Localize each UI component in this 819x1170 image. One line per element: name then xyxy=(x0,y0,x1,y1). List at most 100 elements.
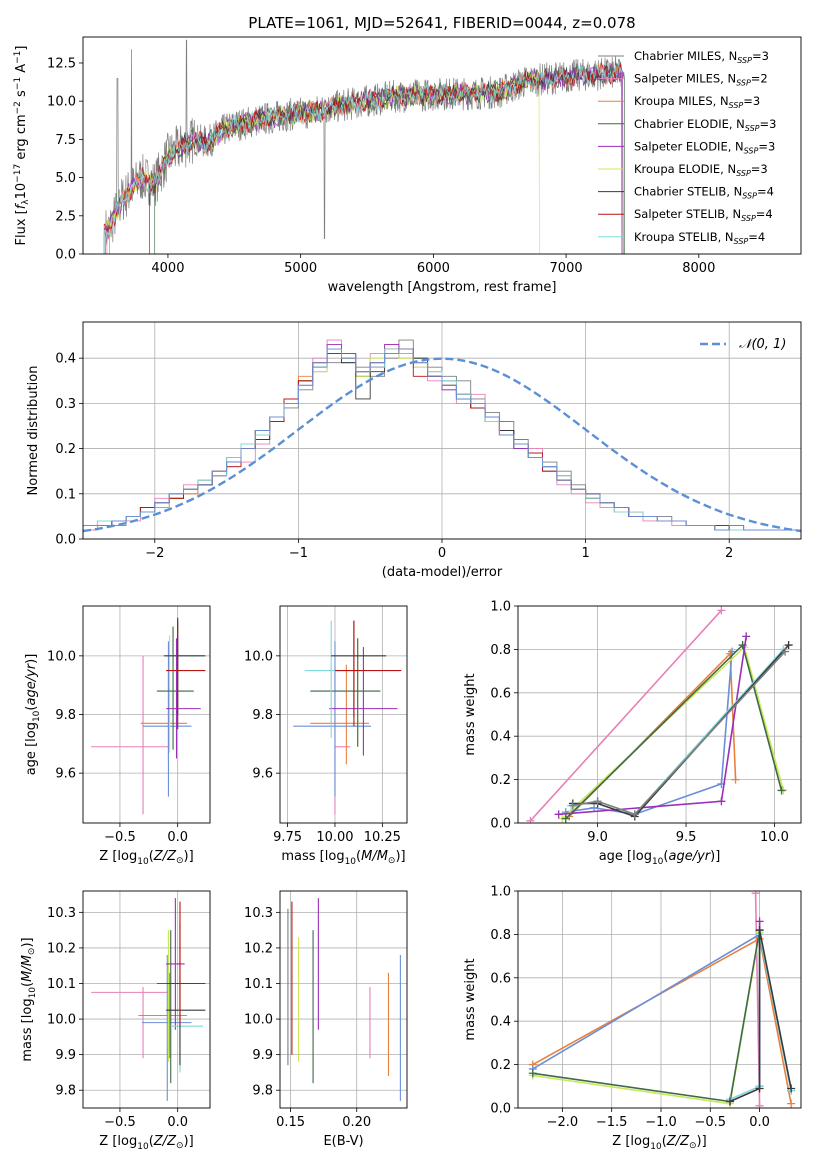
x-tick-label: 9.75 xyxy=(273,830,302,845)
errorbar-point xyxy=(334,620,402,727)
label-part: log xyxy=(20,998,35,1018)
histogram-panel: −2 −1 0 1 2 0.0 0.1 0.2 0.3 0.4 𝒩(0, 1) (data-model… xyxy=(26,321,802,580)
legend: 𝒩(0, 1) xyxy=(700,337,786,352)
label-part: age/yr xyxy=(24,662,39,705)
label-part: ⊙ xyxy=(176,856,184,866)
label-part: =3 xyxy=(758,139,775,153)
weight-marker xyxy=(755,1084,764,1093)
label-part: 10 xyxy=(137,857,149,867)
label-part: mass [ xyxy=(281,849,324,864)
model-spectrum-line xyxy=(103,62,624,254)
y-tick-label: 0.4 xyxy=(55,352,76,367)
label-part: ( xyxy=(20,982,35,987)
y-axis-label: mass weight xyxy=(463,958,478,1040)
x-axis-label: mass [log10(M/M⊙)] xyxy=(281,849,405,867)
errorbar-point xyxy=(159,930,190,1062)
x-tick-label: 0 xyxy=(438,546,446,561)
y-tick-label: 10.2 xyxy=(244,941,273,956)
axes-frame xyxy=(82,890,211,1109)
legend-label: Salpeter STELIB, NSSP=4 xyxy=(634,207,773,223)
x-tick-label: 9.5 xyxy=(676,830,697,845)
weight-marker xyxy=(568,801,577,810)
label-part: Z/Z xyxy=(153,1134,177,1149)
errorbars xyxy=(91,898,206,1101)
x-tick-label: 5000 xyxy=(284,261,317,276)
weight-marker xyxy=(590,803,599,812)
label-part: Kroupa STELIB, N xyxy=(634,230,734,244)
label-part: Flux [ xyxy=(14,209,29,245)
x-tick-label: 2 xyxy=(725,546,733,561)
label-part: E(B-V) xyxy=(323,1134,363,1149)
y-axis-label: mass [log10(M/M⊙)] xyxy=(20,937,38,1061)
errorbars xyxy=(293,620,402,815)
mass-age-panel: 9.75 10.00 10.25 9.6 9.8 10.0 mass [log10(M/M⊙… xyxy=(244,605,408,867)
label-part: −1 xyxy=(13,77,23,90)
axes-frame xyxy=(82,321,802,540)
spectrum-panel: PLATE=1061, MJD=52641, FIBERID=0044, z=0… xyxy=(13,14,802,295)
weight-line xyxy=(558,636,747,816)
label-part: =4 xyxy=(748,230,765,244)
x-tick-label: 9.0 xyxy=(587,830,608,845)
label-part: Chabrier STELIB, N xyxy=(634,185,742,199)
label-part: −17 xyxy=(13,164,23,183)
label-part: mass weight xyxy=(463,673,478,755)
label-part: ⊙ xyxy=(176,1141,184,1151)
legend-label: Salpeter MILES, NSSP=2 xyxy=(634,72,768,88)
y-tick-label: 7.5 xyxy=(55,133,76,148)
x-tick-label: −1.5 xyxy=(596,1115,628,1130)
label-part: Chabrier MILES, N xyxy=(634,49,737,63)
weight-marker xyxy=(755,1101,764,1108)
y-tick-label: 0.6 xyxy=(490,686,511,701)
y-axis-label: age [log10(age/yr)] xyxy=(24,654,42,776)
weight-marker xyxy=(787,1099,796,1108)
weight-marker xyxy=(726,1097,735,1106)
errorbar-point xyxy=(334,667,351,815)
label-part: s xyxy=(14,90,29,101)
errorbar-point xyxy=(138,972,187,1059)
weight-marker xyxy=(526,816,535,823)
label-part: Z [ xyxy=(99,1134,117,1149)
weight-marker xyxy=(777,786,786,795)
errorbar-point xyxy=(141,955,192,1101)
label-part: ] xyxy=(14,46,29,51)
x-axis-label: (data-model)/error xyxy=(382,565,503,580)
y-tick-label: 10.0 xyxy=(47,1013,76,1028)
label-part: 10 xyxy=(32,710,42,722)
x-tick-label: 8000 xyxy=(682,261,715,276)
weight-marker xyxy=(751,891,760,898)
label-part: SSP xyxy=(741,214,756,223)
x-tick-label: 0.0 xyxy=(167,830,188,845)
label-part: age [ xyxy=(24,742,39,775)
ebv-mass-panel: 0.15 0.20 9.8 9.9 10.0 10.1 10.2 10.3 E(B-V) xyxy=(244,890,408,1149)
weight-marker xyxy=(717,797,726,806)
y-tick-label: 0.8 xyxy=(490,643,511,658)
y-tick-label: 9.8 xyxy=(252,708,273,723)
legend-label: Chabrier ELODIE, NSSP=3 xyxy=(634,117,776,133)
y-tick-label: 10.1 xyxy=(244,977,273,992)
axes-frame xyxy=(279,890,408,1109)
y-tick-label: 0.6 xyxy=(490,971,511,986)
label-part: )] xyxy=(395,849,405,864)
x-tick-label: 0.0 xyxy=(749,1115,770,1130)
label-part: log xyxy=(325,849,345,864)
axes-frame xyxy=(517,890,802,1109)
errorbar-point xyxy=(310,638,381,747)
y-tick-label: 0.3 xyxy=(55,397,76,412)
x-axis-label: Z [log10(Z/Z⊙)] xyxy=(99,1134,193,1152)
label-part: ⊙ xyxy=(689,1141,697,1151)
errorbars xyxy=(287,898,401,1101)
label-part: mass [ xyxy=(20,1018,35,1061)
x-axis-label: Z [log10(Z/Z⊙)] xyxy=(99,849,193,867)
x-axis-label: age [log10(age/yr)] xyxy=(599,849,721,867)
y-tick-label: 0.4 xyxy=(490,730,511,745)
weight-marker xyxy=(717,606,726,615)
label-part: Salpeter MILES, N xyxy=(634,72,736,86)
label-part: SSP xyxy=(742,192,757,201)
errorbar-point xyxy=(143,641,192,797)
x-axis-label: Z [log10(Z/Z⊙)] xyxy=(612,1134,706,1152)
errorbar-point xyxy=(304,620,362,738)
y-tick-label: 9.9 xyxy=(252,1048,273,1063)
y-tick-label: 9.6 xyxy=(55,767,76,782)
